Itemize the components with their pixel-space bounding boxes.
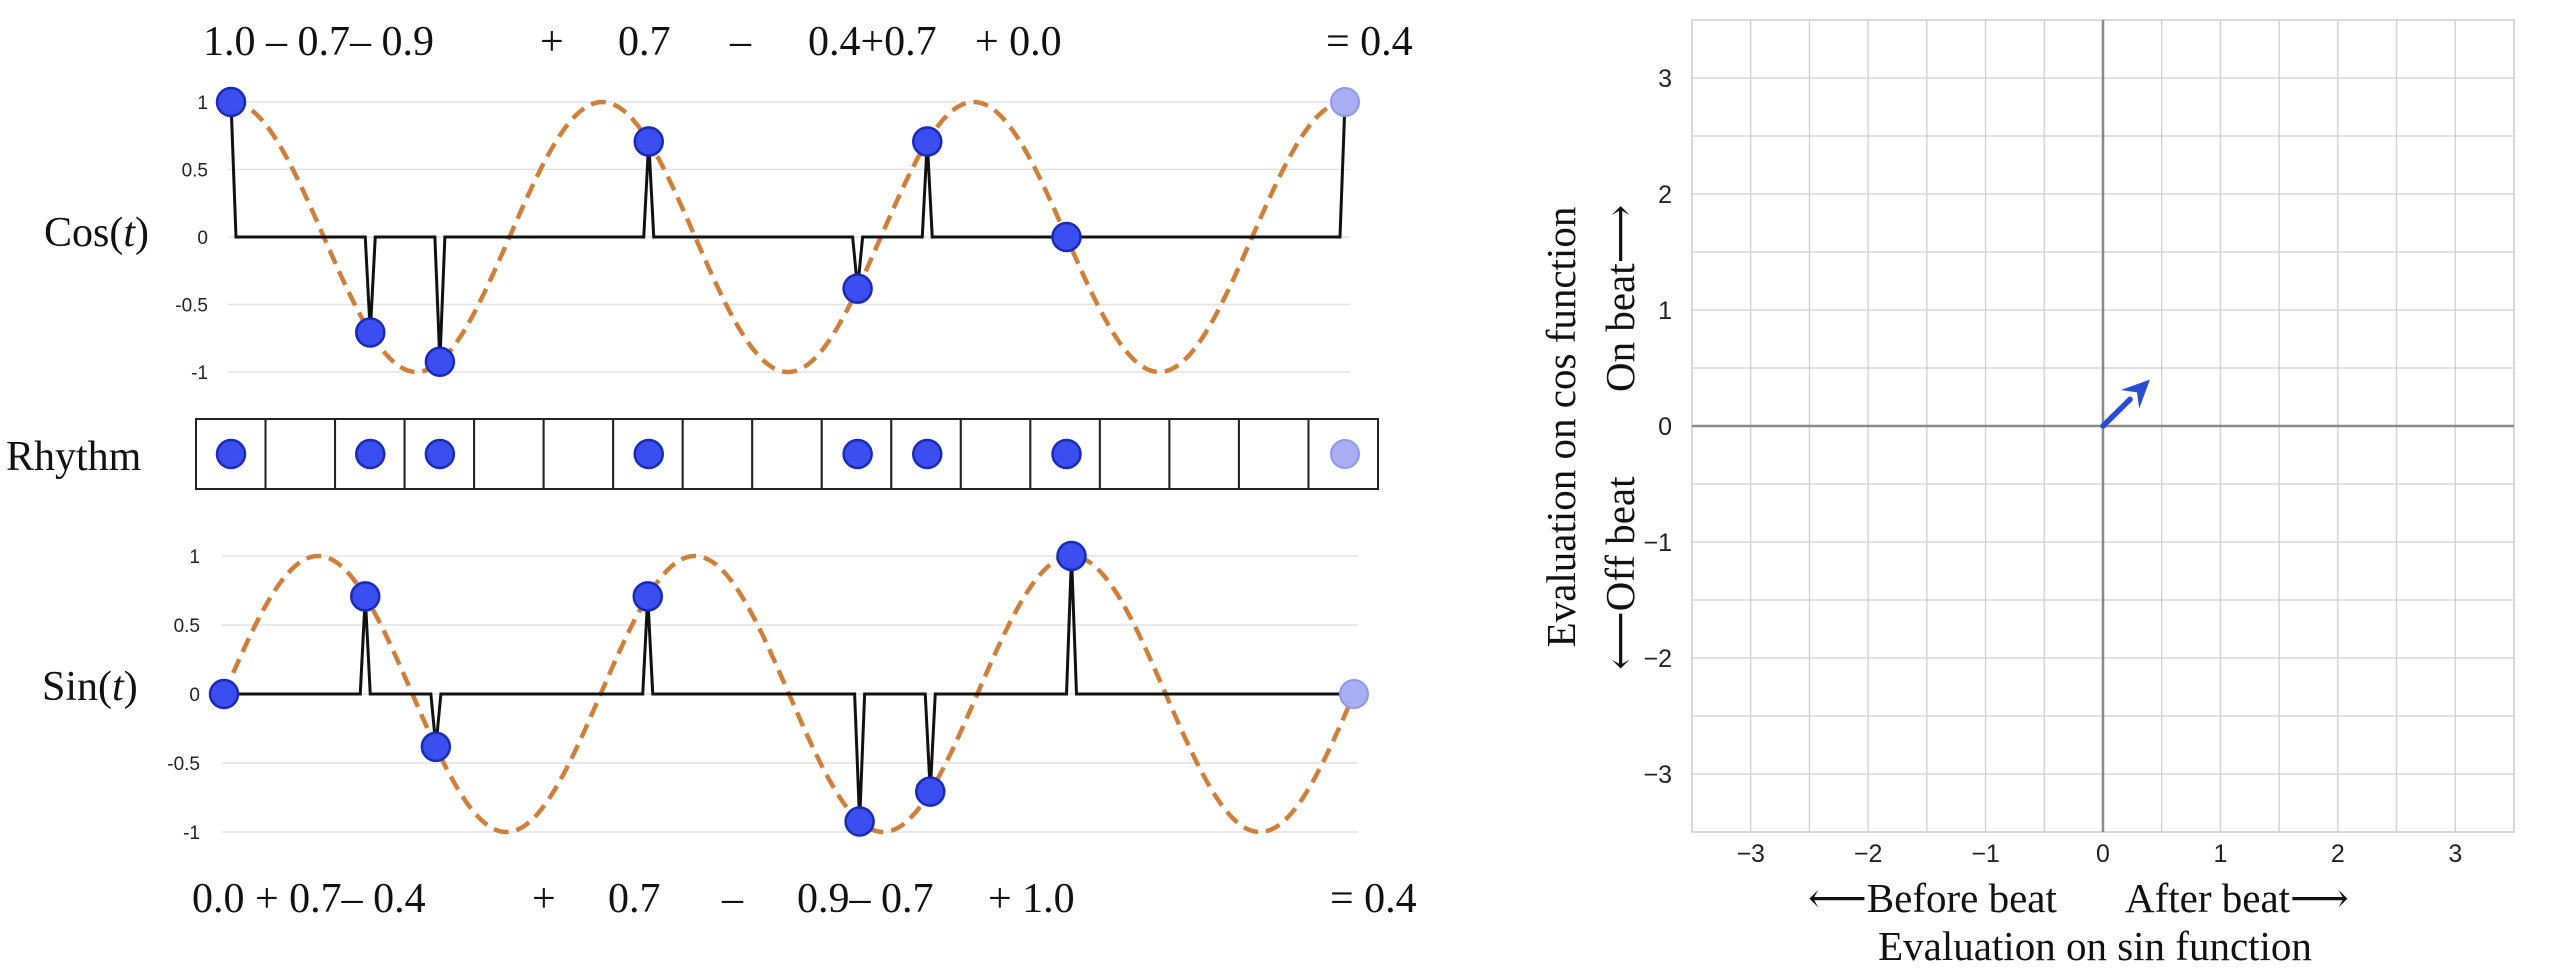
cos-tick-label: -0.5 — [175, 296, 208, 317]
sin-tick-label: 0 — [189, 685, 200, 706]
rhythm-cell — [1168, 418, 1240, 490]
rhythm-cell — [751, 418, 823, 490]
chart-x-tick-label: 3 — [2448, 840, 2462, 868]
sin-beat-dot-faded — [1339, 679, 1369, 709]
cos-tick-label: 1 — [197, 93, 208, 114]
cos-term-3: 0.7 — [618, 19, 671, 65]
sin-beat-dot — [1056, 540, 1087, 572]
sin-label: Sin(t) — [42, 664, 138, 710]
chart-x-tick-label: 2 — [2331, 840, 2345, 868]
cos-label: Cos(t) — [44, 210, 149, 256]
rhythm-beat-dot — [1051, 438, 1082, 470]
chart-y-tick-label: 2 — [1658, 181, 1672, 209]
rhythm-cell — [1237, 418, 1310, 490]
cos-beat-dot — [355, 317, 386, 348]
x-axis-label: Evaluation on sin function — [1878, 923, 2312, 969]
rhythm-beat-dot — [912, 438, 943, 470]
cos-wave-curve — [230, 99, 1346, 375]
rhythm-beat-dot — [215, 438, 247, 470]
sin-tick-label: 0.5 — [174, 616, 200, 637]
chart-x-tick-label: −2 — [1854, 840, 1883, 868]
sin-term-5: 0.9– 0.7 — [797, 876, 934, 922]
sin-tick-label: -0.5 — [167, 754, 200, 775]
rhythm-cell — [473, 418, 545, 490]
sin-term-4: – — [721, 876, 744, 922]
vector-arrow-shaft — [2100, 396, 2133, 429]
rhythm-beat-dot — [842, 438, 873, 470]
cos-wave-plot: 1 0.5 0 -0.5 -1 — [175, 86, 1360, 384]
chart-x-tick-label: −1 — [1971, 840, 2000, 868]
sin-wave-plot: 1 0.5 0 -0.5 -1 — [167, 540, 1369, 844]
sin-tick-label: 1 — [189, 547, 200, 568]
cos-beat-dot — [633, 126, 664, 157]
rhythm-beat-dot — [633, 438, 664, 470]
cos-term-1: 1.0 – 0.7– 0.9 — [203, 19, 434, 65]
rhythm-beat-dot — [424, 438, 456, 470]
y-axis-label: Evaluation on cos function — [1538, 207, 1584, 648]
chart-x-tick-label: 0 — [2096, 840, 2110, 868]
cos-tick-label: -1 — [191, 363, 208, 384]
cos-beat-dot — [424, 346, 456, 377]
y-side-label-bottom: ⟵Off beat — [1597, 476, 1643, 670]
sin-term-2: + — [532, 876, 556, 922]
cos-term-4: – — [729, 19, 752, 65]
sin-term-6: + 1.0 — [988, 876, 1075, 922]
sin-term-1: 0.0 + 0.7– 0.4 — [192, 876, 426, 922]
cos-term-5: 0.4+0.7 — [808, 19, 937, 65]
chart-y-tick-label: 3 — [1658, 65, 1672, 93]
rhythm-cell — [959, 418, 1032, 490]
cos-tick-label: 0.5 — [182, 161, 208, 182]
sin-tick-label: -1 — [183, 823, 200, 844]
cos-term-2: + — [540, 19, 564, 65]
cos-equation: 1.0 – 0.7– 0.9 + 0.7 – 0.4+0.7 + 0.0 = 0… — [203, 19, 1413, 65]
y-side-label-top: On beat⟶ — [1597, 205, 1643, 392]
chart-y-tick-label: −1 — [1643, 529, 1672, 557]
rhythm-cell — [1098, 418, 1171, 490]
cos-term-6: + 0.0 — [975, 19, 1062, 65]
chart-x-tick-label: −3 — [1736, 840, 1765, 868]
rhythm-beat-dot-faded — [1330, 439, 1360, 469]
rhythm-grid — [195, 418, 1379, 490]
cos-beat-dot — [215, 86, 247, 118]
sin-result: = 0.4 — [1330, 876, 1417, 922]
sin-beat-dot — [420, 731, 452, 763]
sin-equation: 0.0 + 0.7– 0.4 + 0.7 – 0.9– 0.7 + 1.0 = … — [192, 876, 1417, 922]
x-side-label-right: After beat⟶ — [2125, 875, 2349, 921]
sin-beat-dot — [844, 806, 875, 837]
cos-beat-dot — [912, 126, 943, 157]
chart-y-tick-label: 1 — [1658, 297, 1672, 325]
vector-arrow-head — [2120, 379, 2150, 409]
sin-beat-dot — [208, 678, 240, 710]
sin-beat-dot — [915, 776, 946, 807]
cos-beat-dot-faded — [1330, 87, 1360, 117]
x-side-label-left: ⟵Before beat — [1808, 875, 2057, 921]
rhythm-label: Rhythm — [6, 434, 142, 480]
rhythm-cell — [542, 418, 615, 490]
sin-impulse-line — [224, 555, 1354, 822]
cos-beat-dot — [1051, 221, 1082, 253]
phase-chart: −3 −2 −1 0 1 2 3 3 2 1 0 −1 −2 −3 ⟵Before beat After… — [1538, 19, 2515, 969]
sin-beat-dot — [350, 581, 381, 612]
cos-result: = 0.4 — [1326, 19, 1413, 65]
sin-term-3: 0.7 — [608, 876, 661, 922]
cos-impulse-line — [229, 101, 1347, 362]
cos-tick-label: 0 — [197, 228, 208, 249]
sin-beat-dot — [632, 581, 663, 612]
cos-beat-dot — [842, 273, 873, 304]
chart-y-tick-label: −2 — [1643, 645, 1672, 673]
rhythm-beat-dot — [355, 438, 386, 470]
chart-x-tick-label: 1 — [2213, 840, 2227, 868]
rhythm-cell — [681, 418, 754, 490]
chart-y-tick-label: −3 — [1643, 761, 1672, 789]
rhythm-cell — [264, 418, 337, 490]
chart-y-tick-label: 0 — [1658, 413, 1672, 441]
